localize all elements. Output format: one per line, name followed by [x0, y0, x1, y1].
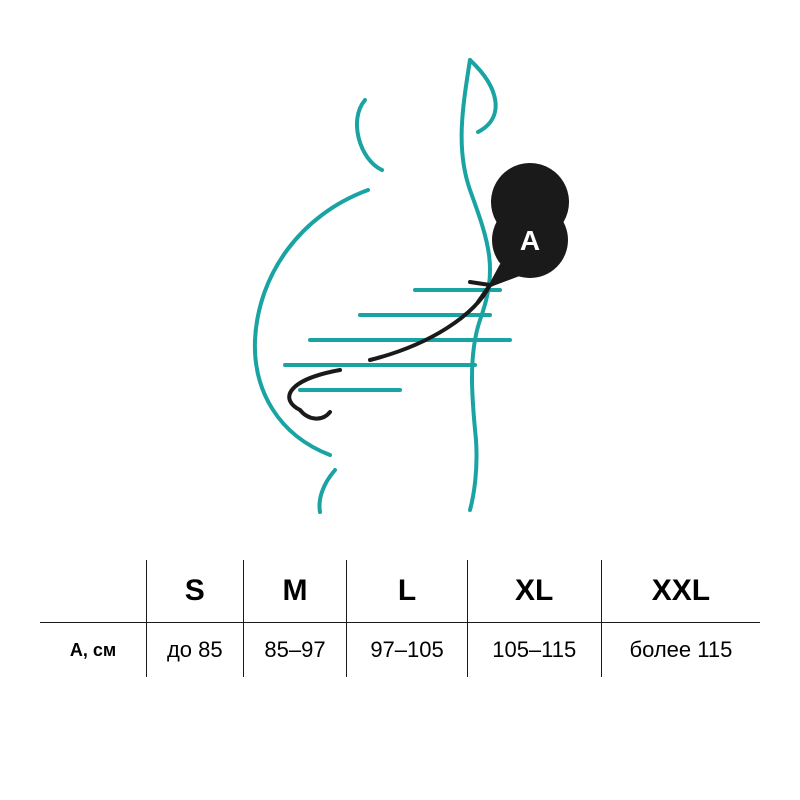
col-xl: XL	[467, 560, 601, 623]
col-l: L	[347, 560, 467, 623]
table-row: A, см до 85 85–97 97–105 105–115 более 1…	[40, 623, 760, 678]
cell-xl: 105–115	[467, 623, 601, 678]
measurement-arrow	[289, 282, 490, 419]
header-blank	[40, 560, 147, 623]
cell-s: до 85	[147, 623, 244, 678]
body-diagram: A	[0, 40, 800, 520]
marker-bubble: A	[486, 164, 568, 290]
col-s: S	[147, 560, 244, 623]
row-label: A, см	[40, 623, 147, 678]
body-outline	[255, 60, 496, 512]
col-xxl: XXL	[601, 560, 760, 623]
cell-l: 97–105	[347, 623, 467, 678]
size-chart: A S M L XL XXL A, см до 85 85–97 97–105 …	[0, 0, 800, 800]
col-m: M	[243, 560, 347, 623]
cell-m: 85–97	[243, 623, 347, 678]
table-header-row: S M L XL XXL	[40, 560, 760, 623]
marker-label: A	[520, 225, 540, 256]
size-table: S M L XL XXL A, см до 85 85–97 97–105 10…	[40, 560, 760, 677]
cell-xxl: более 115	[601, 623, 760, 678]
body-outline-svg: A	[0, 40, 800, 520]
